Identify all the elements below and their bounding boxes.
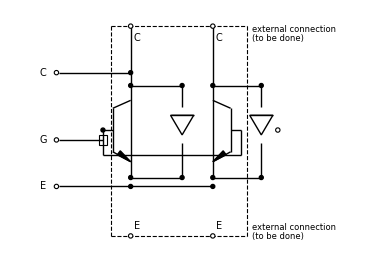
Circle shape [129,176,133,179]
Text: C: C [134,33,141,43]
Circle shape [54,184,59,189]
Text: E: E [134,221,140,231]
Circle shape [211,234,215,238]
Circle shape [259,176,263,179]
Text: external connection: external connection [252,222,336,231]
Text: E: E [216,221,222,231]
Circle shape [259,84,263,88]
Circle shape [129,71,133,74]
Circle shape [54,70,59,75]
Circle shape [180,84,184,88]
Circle shape [129,234,133,238]
Text: E: E [41,182,47,191]
Circle shape [211,84,215,88]
Text: C: C [40,68,47,78]
Circle shape [54,138,59,142]
Circle shape [129,184,133,189]
Circle shape [180,176,184,179]
Circle shape [276,128,280,132]
Polygon shape [213,151,226,162]
Text: (to be done): (to be done) [252,34,304,44]
Circle shape [129,84,133,88]
Text: external connection: external connection [252,25,336,34]
Circle shape [211,24,215,28]
Text: C: C [216,33,222,43]
Bar [99,135,107,145]
Circle shape [101,128,105,132]
Polygon shape [117,151,130,162]
Circle shape [129,24,133,28]
Circle shape [211,184,215,189]
Circle shape [211,176,215,179]
Text: G: G [39,135,47,145]
Text: (to be done): (to be done) [252,232,304,241]
